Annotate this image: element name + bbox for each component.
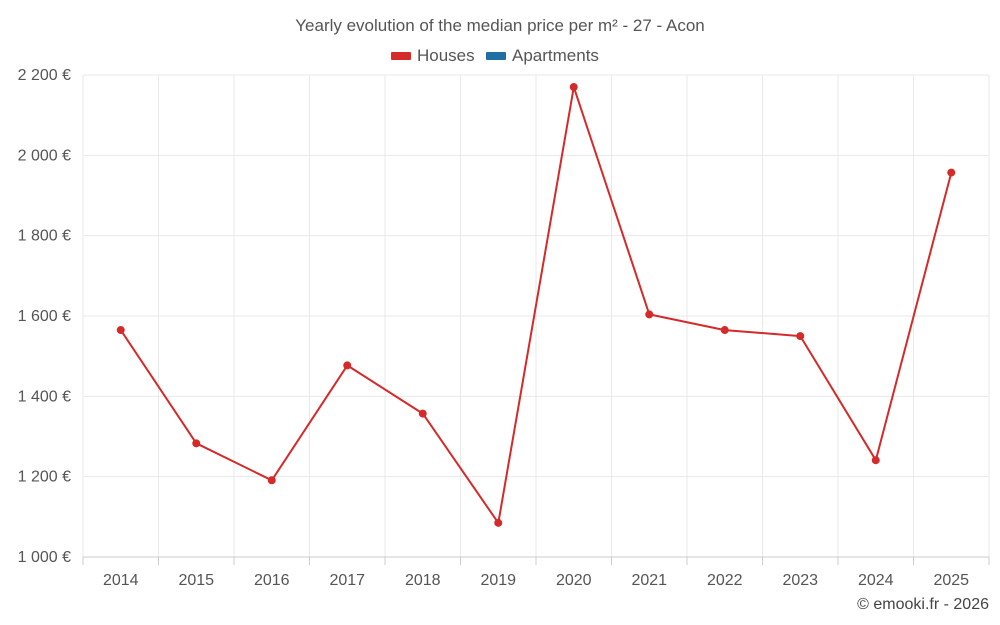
data-point[interactable] bbox=[494, 518, 503, 527]
data-point[interactable] bbox=[871, 456, 880, 465]
x-tick-label: 2021 bbox=[631, 572, 667, 589]
data-point[interactable] bbox=[720, 326, 729, 335]
y-axis: 1 000 € 1 200 € 1 400 € 1 600 € 1 800 € 2 000… bbox=[18, 67, 71, 566]
y-tick-label: 2 000 € bbox=[18, 147, 71, 164]
chart-title: Yearly evolution of the median price per… bbox=[295, 16, 704, 35]
data-point[interactable] bbox=[192, 439, 201, 448]
x-tick-label: 2024 bbox=[858, 572, 894, 589]
legend-swatch-houses bbox=[391, 52, 411, 60]
x-tick-label: 2020 bbox=[556, 572, 592, 589]
y-tick-label: 2 200 € bbox=[18, 67, 71, 84]
legend-swatch-apartments bbox=[486, 52, 506, 60]
series-line bbox=[119, 86, 953, 524]
y-tick-label: 1 800 € bbox=[18, 228, 71, 245]
legend-item-apartments[interactable]: Apartments bbox=[486, 46, 599, 65]
credit-text: © emooki.fr - 2026 bbox=[857, 596, 989, 613]
legend-label-houses: Houses bbox=[417, 46, 475, 65]
x-tick-label: 2023 bbox=[782, 572, 818, 589]
x-tick-label: 2018 bbox=[405, 572, 441, 589]
y-tick-label: 1 200 € bbox=[18, 469, 71, 486]
legend: Houses Apartments bbox=[391, 46, 599, 65]
data-point[interactable] bbox=[267, 476, 276, 485]
x-tick-label: 2014 bbox=[103, 572, 139, 589]
x-tick-label: 2016 bbox=[254, 572, 290, 589]
grid bbox=[82, 74, 990, 557]
y-tick-label: 1 400 € bbox=[18, 388, 71, 405]
data-point[interactable] bbox=[116, 326, 125, 335]
series-houses bbox=[116, 83, 956, 527]
legend-item-houses[interactable]: Houses bbox=[391, 46, 475, 65]
data-point[interactable] bbox=[569, 83, 578, 92]
data-point[interactable] bbox=[796, 332, 805, 341]
data-point[interactable] bbox=[645, 310, 654, 319]
x-tick-label: 2022 bbox=[707, 572, 743, 589]
x-axis: 2014 2015 2016 2017 2018 2019 2020 2021 2022 2023… bbox=[82, 556, 990, 589]
y-tick-label: 1 600 € bbox=[18, 308, 71, 325]
x-tick-label: 2019 bbox=[480, 572, 516, 589]
x-tick-label: 2017 bbox=[329, 572, 365, 589]
x-tick-label: 2015 bbox=[178, 572, 214, 589]
data-point[interactable] bbox=[418, 409, 427, 418]
data-point[interactable] bbox=[343, 361, 352, 370]
legend-label-apartments: Apartments bbox=[512, 46, 599, 65]
y-tick-label: 1 000 € bbox=[18, 549, 71, 566]
data-point[interactable] bbox=[947, 168, 956, 177]
x-tick-label: 2025 bbox=[933, 572, 969, 589]
